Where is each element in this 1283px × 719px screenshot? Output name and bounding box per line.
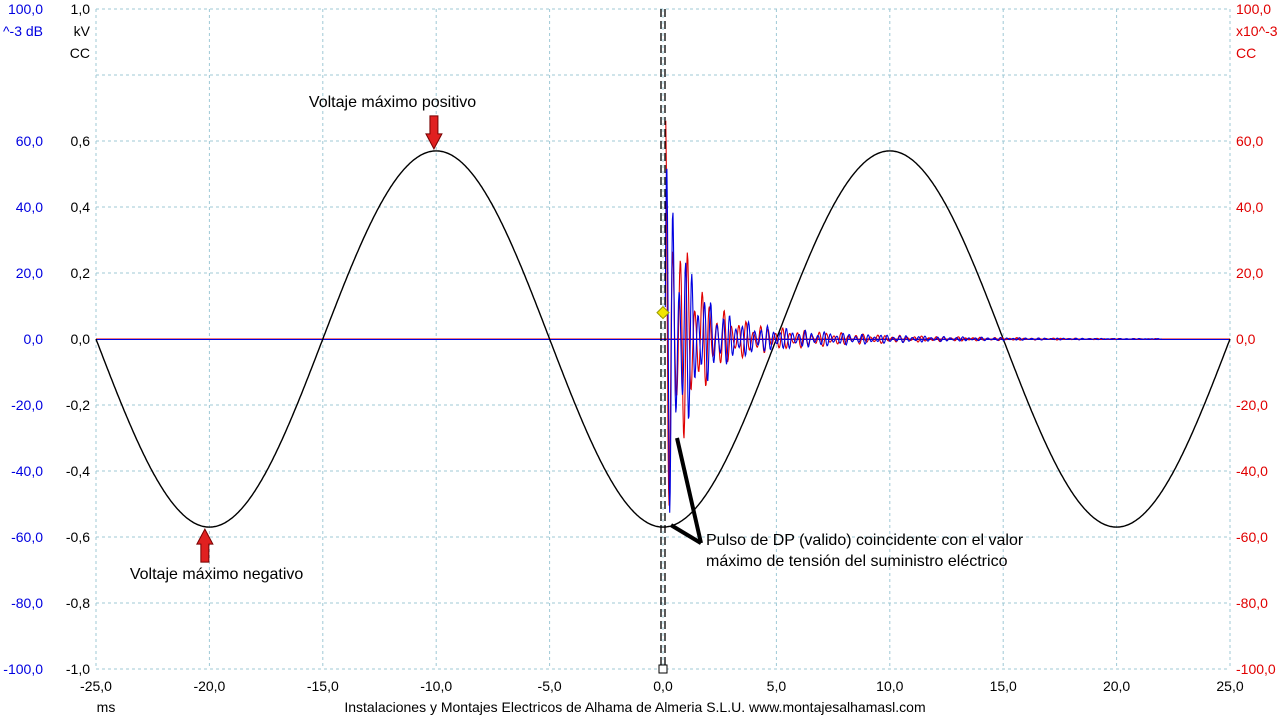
x-axis-unit-label: ms: [97, 699, 116, 715]
x-axis-tick-label: -25,0: [80, 678, 112, 694]
blue-axis-tick-label: -40,0: [11, 463, 43, 479]
positive-peak-arrow: [425, 115, 443, 150]
pd-pointer-line: [675, 437, 703, 544]
red-axis-top-label: 100,0: [1236, 1, 1271, 17]
blue-axis-tick-label: -100,0: [3, 661, 43, 677]
blue-axis-tick-label: -60,0: [11, 529, 43, 545]
black-axis-tick-label: -1,0: [66, 661, 90, 677]
pd-label-line-2: máximo de tensión del suministro eléctri…: [706, 553, 1008, 570]
red-axis-tick-label: -100,0: [1236, 661, 1276, 677]
red-axis-tick-label: -80,0: [1236, 595, 1268, 611]
red-pd-trace: [664, 120, 1163, 506]
black-axis-tick-label: 0,4: [71, 199, 91, 215]
blue-axis-tick-label: 60,0: [16, 133, 43, 149]
x-axis-tick-label: 20,0: [1103, 678, 1130, 694]
pd-label-line-1: Pulso de DP (valido) coincidente con el …: [706, 532, 1024, 549]
red-axis-tick-label: -20,0: [1236, 397, 1268, 413]
red-axis-tick-label: -40,0: [1236, 463, 1268, 479]
cursor-marker-square: [658, 664, 668, 674]
pd-pointer-line: [669, 523, 703, 545]
x-axis-tick-label: -5,0: [538, 678, 562, 694]
traces: [95, 9, 1231, 674]
blue-axis-tick-label: 0,0: [24, 331, 44, 347]
blue-axis-tick-label: -80,0: [11, 595, 43, 611]
negative-peak-arrow: [196, 528, 214, 563]
black-axis-tick-label: -0,8: [66, 595, 90, 611]
x-axis-tick-label: 25,0: [1216, 678, 1243, 694]
x-axis-tick-label: 15,0: [990, 678, 1017, 694]
black-axis-tick-label: -0,2: [66, 397, 90, 413]
blue-axis-unit-label: ^-3 dB: [3, 23, 43, 39]
blue-axis-tick-label: 20,0: [16, 265, 43, 281]
black-axis-tick-label: 0,0: [71, 331, 91, 347]
black-axis-unit-label: kV: [74, 23, 91, 39]
red-axis-tick-label: 60,0: [1236, 133, 1263, 149]
red-axis-tick-label: -60,0: [1236, 529, 1268, 545]
x-axis-tick-label: 0,0: [653, 678, 673, 694]
black-axis-tick-label: 0,6: [71, 133, 91, 149]
axes: 100,0 ^-3 dB 1,0 kV CC 100,0 x10^-3 CC -100,0 -80…: [3, 1, 1278, 715]
red-axis-tick-label: 40,0: [1236, 199, 1263, 215]
black-axis-coupling-label: CC: [70, 45, 90, 61]
blue-axis-tick-label: -20,0: [11, 397, 43, 413]
x-axis-tick-label: -20,0: [193, 678, 225, 694]
red-axis-tick-label: 0,0: [1236, 331, 1256, 347]
x-axis-tick-label: -15,0: [307, 678, 339, 694]
x-axis-tick-label: 5,0: [767, 678, 787, 694]
black-axis-tick-label: 0,2: [71, 265, 91, 281]
trigger-marker-diamond: [656, 305, 670, 320]
positive-peak-label: Voltaje máximo positivo: [309, 94, 476, 111]
red-axis-tick-label: 20,0: [1236, 265, 1263, 281]
blue-pd-trace: [664, 168, 1163, 513]
footer-text: Instalaciones y Montajes Electricos de A…: [344, 699, 925, 715]
black-axis-top-label: 1,0: [71, 1, 91, 17]
blue-axis-top-label: 100,0: [8, 1, 43, 17]
black-axis-tick-label: -0,4: [66, 463, 90, 479]
annotations: Voltaje máximo positivo Voltaje máximo ne…: [130, 94, 1024, 583]
blue-axis-tick-label: 40,0: [16, 199, 43, 215]
x-axis-tick-label: -10,0: [420, 678, 452, 694]
red-axis-coupling-label: CC: [1236, 45, 1256, 61]
voltage-sine-trace: [95, 150, 1231, 528]
x-axis-tick-label: 10,0: [876, 678, 903, 694]
black-axis-tick-label: -0,6: [66, 529, 90, 545]
negative-peak-label: Voltaje máximo negativo: [130, 566, 304, 583]
red-axis-unit-label: x10^-3: [1236, 23, 1278, 39]
